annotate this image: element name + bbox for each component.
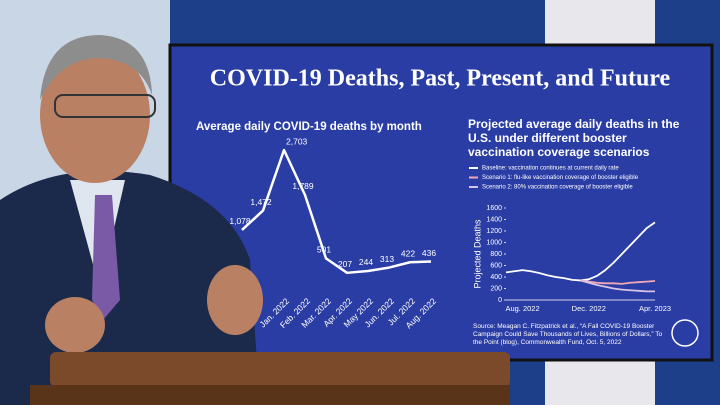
y-tick-label: 1400 bbox=[486, 216, 502, 223]
data-label: 244 bbox=[359, 257, 373, 267]
data-line bbox=[580, 279, 655, 293]
slide-title: COVID-19 Deaths, Past, Present, and Futu… bbox=[210, 66, 671, 92]
podium-base bbox=[30, 385, 510, 405]
data-line bbox=[241, 148, 432, 275]
y-tick-label: 800 bbox=[490, 251, 502, 258]
hand bbox=[45, 297, 105, 353]
data-label: 436 bbox=[422, 248, 436, 258]
x-tick-label: Dec. 2022 bbox=[572, 304, 606, 313]
y-tick-label: 0 bbox=[498, 297, 502, 304]
legend-label: Scenario 2: 80% vaccination coverage of … bbox=[482, 185, 633, 191]
chart-title: Projected average daily deaths in the U.… bbox=[468, 117, 680, 159]
x-tick-label: Aug. 2022 bbox=[505, 304, 539, 313]
y-tick-label: 1200 bbox=[486, 228, 502, 235]
hand bbox=[207, 265, 263, 335]
data-label: 313 bbox=[380, 254, 394, 264]
x-tick-label: Apr. 2023 bbox=[639, 304, 671, 313]
y-tick-label: 600 bbox=[490, 262, 502, 269]
y-tick-label: 200 bbox=[490, 285, 502, 292]
data-label: 1,789 bbox=[292, 181, 314, 191]
data-label: 1,078 bbox=[229, 216, 251, 226]
data-line bbox=[580, 279, 656, 285]
y-axis-label: Projected Deaths bbox=[472, 219, 482, 289]
legend-label: Scenario 1: flu-like vaccination coverag… bbox=[482, 175, 639, 181]
data-label: 1,472 bbox=[250, 197, 272, 207]
y-tick-label: 1000 bbox=[486, 239, 502, 246]
y-tick-label: 1600 bbox=[486, 205, 502, 212]
glasses bbox=[54, 94, 156, 118]
legend-label: Baseline: vaccination continues at curre… bbox=[482, 166, 619, 172]
podium bbox=[50, 352, 510, 387]
chart-title: Average daily COVID-19 deaths by month bbox=[196, 121, 422, 133]
head bbox=[40, 47, 150, 183]
source-note: Source: Meagan C. Fitzpatrick et al., “A… bbox=[473, 323, 663, 346]
seal bbox=[671, 319, 699, 347]
data-label: 2,703 bbox=[286, 136, 308, 146]
hair bbox=[40, 35, 152, 100]
y-tick-label: 400 bbox=[490, 274, 502, 281]
data-label: 501 bbox=[317, 245, 331, 255]
tie bbox=[92, 195, 120, 320]
data-label: 207 bbox=[338, 259, 352, 269]
data-label: 422 bbox=[401, 248, 415, 258]
